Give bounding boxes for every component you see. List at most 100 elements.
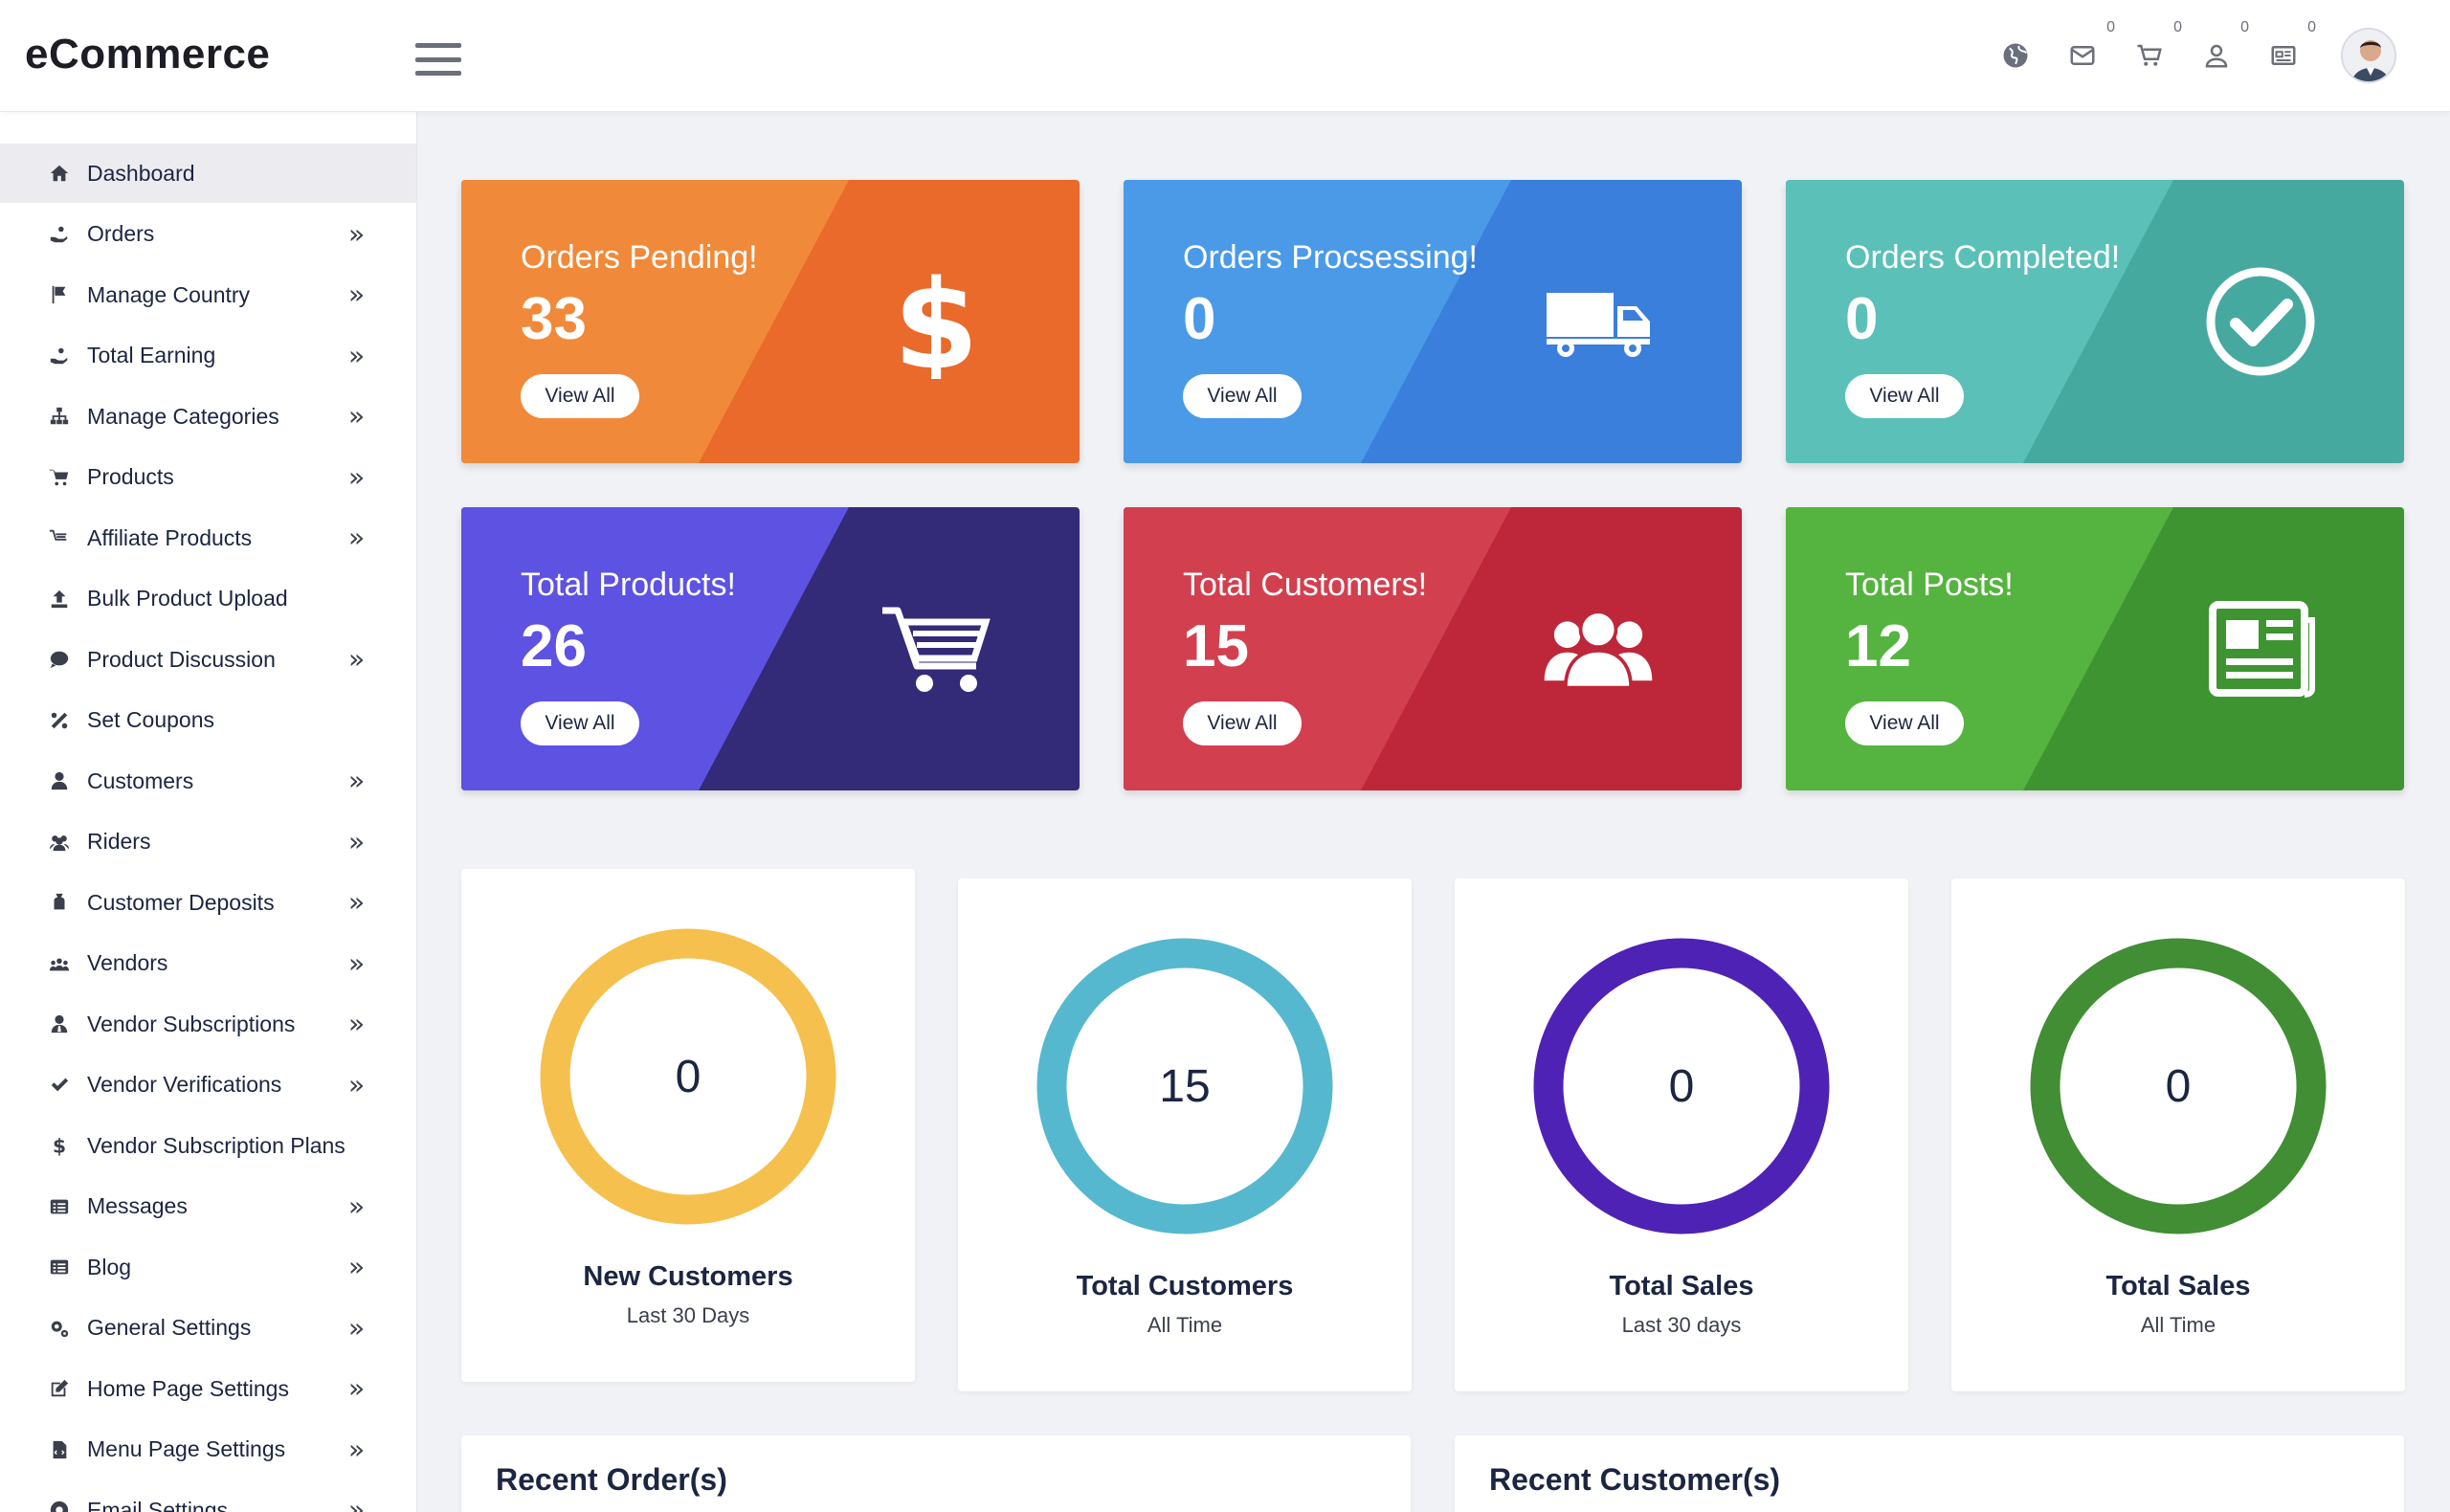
- sidebar-item-label: Menu Page Settings: [87, 1436, 286, 1461]
- sidebar-item-label: Vendor Verifications: [87, 1072, 282, 1097]
- user-avatar[interactable]: [2341, 28, 2396, 83]
- sidebar-item[interactable]: Email Settings »: [0, 1480, 416, 1512]
- dollar-icon: $: [46, 1132, 73, 1159]
- home-icon: [46, 160, 73, 187]
- sidebar-item[interactable]: Product Discussion »: [0, 630, 416, 689]
- cogs-icon: [46, 1315, 73, 1342]
- sidebar-item[interactable]: Orders »: [0, 205, 416, 264]
- sidebar-item[interactable]: General Settings »: [0, 1299, 416, 1358]
- sidebar-item-label: Riders: [87, 829, 151, 854]
- sidebar-item[interactable]: Blog »: [0, 1237, 416, 1297]
- sidebar-item-label: Manage Country: [87, 281, 251, 307]
- money-bag-icon: [46, 889, 73, 916]
- sidebar-item[interactable]: Total Earning »: [0, 326, 416, 386]
- gauge-card: 0 Total Sales All Time: [1951, 878, 2405, 1391]
- sidebar-item[interactable]: Customer Deposits »: [0, 873, 416, 932]
- sidebar-item[interactable]: Affiliate Products »: [0, 508, 416, 567]
- sidebar-item[interactable]: Bulk Product Upload: [0, 569, 416, 629]
- hand-coin-icon: [46, 221, 73, 248]
- gauge-ring: [1533, 938, 1830, 1234]
- view-all-button[interactable]: View All: [521, 374, 639, 418]
- gauge-subtitle: All Time: [1147, 1313, 1223, 1337]
- sidebar-item[interactable]: Messages »: [0, 1177, 416, 1236]
- chevron-right-icon: »: [348, 765, 366, 796]
- user-tie-icon: [46, 1011, 73, 1037]
- recent-orders-panel: Recent Order(s): [461, 1435, 1411, 1512]
- cart-outline-icon: [46, 524, 73, 551]
- chevron-right-icon: »: [348, 339, 366, 371]
- sidebar-item[interactable]: Set Coupons: [0, 691, 416, 750]
- card-value: 0: [1845, 286, 1879, 352]
- card-value: 12: [1845, 613, 1911, 679]
- sidebar-item[interactable]: Products »: [0, 448, 416, 507]
- view-all-button[interactable]: View All: [1183, 374, 1302, 418]
- view-all-button[interactable]: View All: [1845, 374, 1964, 418]
- sidebar-item[interactable]: $ Vendor Subscription Plans: [0, 1116, 416, 1175]
- gauge-subtitle: Last 30 days: [1621, 1313, 1742, 1337]
- chevron-right-icon: »: [348, 886, 366, 918]
- card-title: Orders Pending!: [521, 239, 758, 276]
- chevron-right-icon: »: [348, 1494, 366, 1512]
- chevron-right-icon: »: [348, 400, 366, 432]
- sidebar-item[interactable]: Vendors »: [0, 934, 416, 993]
- gauge-card: 15 Total Customers All Time: [958, 878, 1412, 1391]
- chevron-right-icon: »: [348, 1372, 366, 1404]
- gauge-title: Total Sales: [1609, 1271, 1754, 1301]
- card-title: Orders Completed!: [1845, 239, 2121, 276]
- sidebar: Dashboard Orders» Manage Country» Total Ear…: [0, 112, 417, 1512]
- sidebar-item-label: Affiliate Products: [87, 524, 253, 550]
- recent-customers-title: Recent Customer(s): [1489, 1462, 1781, 1497]
- edit-icon: [46, 1375, 73, 1402]
- view-all-button[interactable]: View All: [1845, 701, 1964, 745]
- newspaper-icon[interactable]: 0: [2264, 19, 2316, 75]
- view-all-button[interactable]: View All: [521, 701, 639, 745]
- sidebar-item[interactable]: Manage Categories »: [0, 387, 416, 446]
- sidebar-item[interactable]: Dashboard: [0, 144, 416, 203]
- svg-text:$: $: [53, 1135, 66, 1156]
- sidebar-item-label: General Settings: [87, 1315, 252, 1340]
- chevron-right-icon: »: [348, 825, 366, 857]
- view-all-button[interactable]: View All: [1183, 701, 1302, 745]
- user-icon[interactable]: 0: [2197, 19, 2249, 75]
- cart-icon[interactable]: 0: [2130, 19, 2182, 75]
- gauge-title: New Customers: [583, 1261, 793, 1292]
- gauge-value: 0: [1668, 1061, 1695, 1112]
- sidebar-item[interactable]: Manage Country »: [0, 265, 416, 324]
- truck-icon: [1541, 264, 1656, 379]
- sidebar-item-label: Manage Categories: [87, 403, 279, 429]
- user-badge: 0: [2240, 19, 2249, 35]
- sidebar-item-label: Customer Deposits: [87, 889, 275, 915]
- card-title: Total Posts!: [1845, 567, 2014, 603]
- chevron-right-icon: »: [348, 1068, 366, 1101]
- sidebar-item-label: Email Settings: [87, 1497, 229, 1512]
- chevron-right-icon: »: [348, 217, 366, 250]
- newspaper-icon: [2203, 591, 2318, 706]
- stat-card: Total Posts! 12 View All: [1786, 507, 2404, 790]
- sidebar-item-label: Orders: [87, 221, 155, 246]
- app-logo[interactable]: eCommerce: [25, 31, 271, 78]
- list-icon: [46, 1193, 73, 1220]
- gauge-card: 0 Total Sales Last 30 days: [1455, 878, 1908, 1391]
- chevron-right-icon: »: [348, 1433, 366, 1465]
- sidebar-item[interactable]: Riders »: [0, 812, 416, 872]
- menu-toggle-icon[interactable]: [415, 43, 461, 76]
- stat-card: Orders Pending! 33 View All $: [461, 180, 1080, 463]
- sidebar-item-label: Customers: [87, 767, 194, 793]
- gauge-subtitle: Last 30 Days: [626, 1303, 750, 1327]
- at-icon: [46, 1497, 73, 1512]
- chevron-right-icon: »: [348, 278, 366, 310]
- recent-orders-title: Recent Order(s): [496, 1462, 727, 1497]
- mail-icon[interactable]: 0: [2063, 19, 2115, 75]
- mail-badge: 0: [2106, 19, 2115, 35]
- sidebar-item[interactable]: Menu Page Settings »: [0, 1420, 416, 1479]
- sidebar-item[interactable]: Customers »: [0, 751, 416, 811]
- sidebar-item[interactable]: Home Page Settings »: [0, 1359, 416, 1418]
- cart-badge: 0: [2173, 19, 2182, 35]
- sidebar-item-label: Vendor Subscriptions: [87, 1011, 296, 1036]
- globe-icon[interactable]: [1996, 36, 2035, 75]
- recent-customers-panel: Recent Customer(s): [1455, 1435, 2404, 1512]
- chevron-right-icon: »: [348, 1311, 366, 1344]
- sidebar-item[interactable]: Vendor Subscriptions »: [0, 994, 416, 1054]
- group-icon: [46, 950, 73, 977]
- sidebar-item[interactable]: Vendor Verifications »: [0, 1056, 416, 1115]
